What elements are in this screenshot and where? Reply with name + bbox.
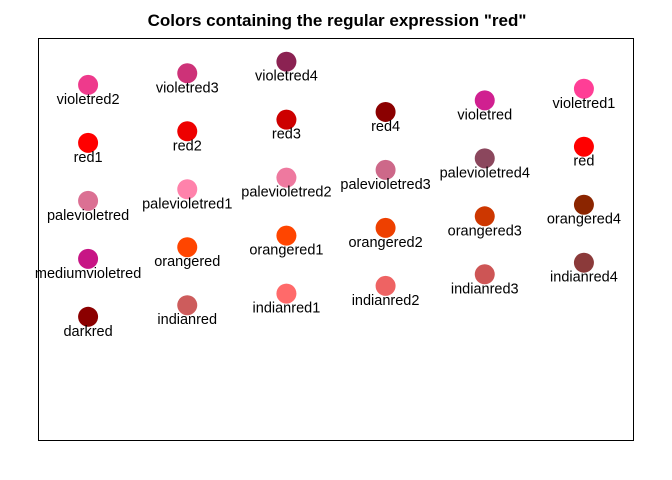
point-label-darkred: darkred bbox=[63, 324, 112, 340]
point-darkred bbox=[78, 306, 99, 327]
point-label-orangered4: orangered4 bbox=[547, 212, 621, 228]
point-red4 bbox=[375, 101, 396, 122]
point-label-red4: red4 bbox=[371, 119, 400, 135]
point-palevioletred1 bbox=[177, 179, 198, 200]
point-palevioletred bbox=[78, 190, 99, 211]
point-label-red2: red2 bbox=[173, 138, 202, 154]
point-palevioletred2 bbox=[276, 167, 297, 188]
point-label-red: red bbox=[573, 154, 594, 170]
point-violetred2 bbox=[78, 74, 99, 95]
point-violetred3 bbox=[177, 63, 198, 84]
point-label-violetred1: violetred1 bbox=[552, 96, 615, 112]
point-orangered4 bbox=[573, 194, 594, 215]
point-label-indianred1: indianred1 bbox=[253, 301, 321, 317]
point-label-indianred: indianred bbox=[157, 312, 217, 328]
point-label-indianred2: indianred2 bbox=[352, 293, 420, 309]
point-label-mediumvioletred: mediumvioletred bbox=[35, 266, 141, 282]
point-red2 bbox=[177, 121, 198, 142]
point-label-palevioletred3: palevioletred3 bbox=[340, 177, 430, 193]
point-label-orangered3: orangered3 bbox=[448, 223, 522, 239]
point-label-palevioletred1: palevioletred1 bbox=[142, 196, 232, 212]
point-orangered bbox=[177, 237, 198, 258]
point-mediumvioletred bbox=[78, 248, 99, 269]
point-orangered2 bbox=[375, 217, 396, 238]
point-red bbox=[573, 136, 594, 157]
point-indianred1 bbox=[276, 283, 297, 304]
point-indianred bbox=[177, 295, 198, 316]
chart-title: Colors containing the regular expression… bbox=[148, 11, 527, 30]
point-indianred2 bbox=[375, 275, 396, 296]
point-violetred4 bbox=[276, 51, 297, 72]
point-red1 bbox=[78, 132, 99, 153]
point-label-palevioletred2: palevioletred2 bbox=[241, 185, 331, 201]
point-orangered3 bbox=[474, 206, 495, 227]
point-label-red3: red3 bbox=[272, 127, 301, 143]
point-red3 bbox=[276, 109, 297, 130]
point-label-violetred4: violetred4 bbox=[255, 69, 318, 85]
point-label-orangered2: orangered2 bbox=[348, 235, 422, 251]
point-violetred bbox=[474, 90, 495, 111]
point-label-orangered: orangered bbox=[154, 254, 220, 270]
point-label-palevioletred4: palevioletred4 bbox=[440, 165, 530, 181]
point-indianred4 bbox=[573, 252, 594, 273]
point-violetred1 bbox=[573, 78, 594, 99]
point-label-violetred: violetred bbox=[457, 107, 512, 123]
point-label-red1: red1 bbox=[74, 150, 103, 166]
point-orangered1 bbox=[276, 225, 297, 246]
point-label-orangered1: orangered1 bbox=[249, 243, 323, 259]
point-palevioletred3 bbox=[375, 159, 396, 180]
point-label-violetred2: violetred2 bbox=[57, 92, 120, 108]
point-label-palevioletred: palevioletred bbox=[47, 208, 129, 224]
point-label-indianred3: indianred3 bbox=[451, 281, 519, 297]
point-indianred3 bbox=[474, 264, 495, 285]
point-palevioletred4 bbox=[474, 148, 495, 169]
chart-marks: violetred2 violetred3 violetred4 red4 violet… bbox=[35, 51, 621, 340]
point-label-indianred4: indianred4 bbox=[550, 270, 618, 286]
point-label-violetred3: violetred3 bbox=[156, 80, 219, 96]
plot-frame bbox=[38, 38, 634, 441]
